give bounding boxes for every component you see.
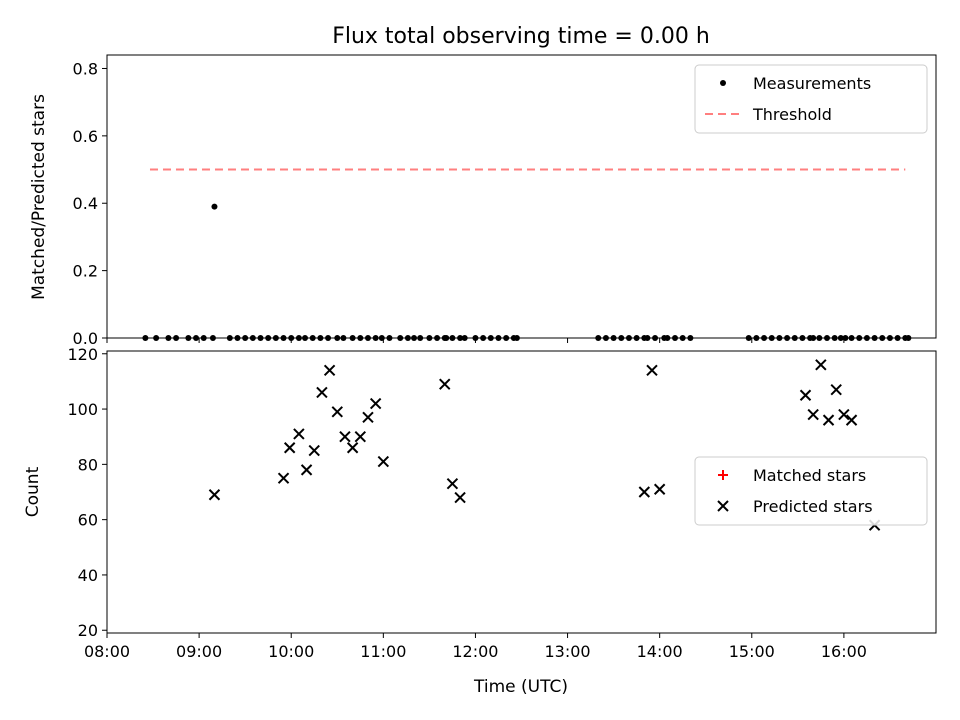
bottom-predicted-point: [283, 442, 296, 454]
bottom-predicted-point: [277, 472, 290, 484]
bottom-predicted-point: [638, 486, 651, 498]
bottom-predicted-point: [838, 408, 850, 421]
bottom-predicted-point: [653, 483, 666, 495]
top-y-tick-label: 0.6: [73, 127, 98, 146]
top-measurement-point: [211, 203, 218, 210]
bottom-legend-label: Matched stars: [753, 466, 866, 485]
bottom-predicted-point: [300, 464, 313, 476]
top-y-tick-label: 0.8: [73, 59, 98, 78]
bottom-predicted-point: [815, 359, 827, 371]
bottom-predicted-point: [454, 491, 466, 504]
bottom-predicted-point: [799, 389, 812, 401]
bottom-predicted-point: [439, 378, 451, 390]
bottom-y-tick-label: 40: [78, 566, 98, 585]
bottom-y-tick-label: 60: [78, 511, 98, 530]
top-chart-title: Flux total observing time = 0.00 h: [332, 24, 710, 49]
bottom-y-tick-label: 100: [67, 400, 98, 419]
bottom-x-tick-label: 13:00: [545, 642, 591, 661]
bottom-predicted-point: [845, 414, 858, 426]
bottom-y-axis-label: Count: [23, 466, 43, 517]
bottom-predicted-point: [331, 406, 343, 418]
bottom-y-tick-label: 80: [78, 455, 98, 474]
top-y-tick-label: 0.4: [73, 194, 98, 213]
top-y-axis-label: Matched/Predicted stars: [29, 94, 49, 300]
bottom-x-tick-label: 09:00: [176, 642, 222, 661]
bottom-legend-box: [694, 456, 928, 526]
bottom-x-tick-label: 12:00: [452, 642, 498, 661]
bottom-y-tick-label: 120: [67, 345, 98, 364]
bottom-axes-frame: [106, 350, 937, 634]
bottom-x-tick-label: 15:00: [729, 642, 775, 661]
bottom-predicted-point: [369, 397, 382, 410]
bottom-predicted-point: [822, 414, 835, 426]
bottom-x-axis-label: Time (UTC): [473, 677, 568, 697]
bottom-legend-plus-swatch: [718, 470, 728, 480]
top-legend-label: Threshold: [752, 105, 832, 124]
bottom-y-tick-label: 20: [78, 621, 98, 640]
bottom-predicted-point: [377, 455, 390, 468]
bottom-predicted-point: [339, 430, 351, 443]
bottom-x-tick-label: 16:00: [821, 642, 867, 661]
top-legend-dot-swatch: [720, 80, 726, 86]
bottom-predicted-point: [208, 489, 221, 501]
top-y-tick-label: 0.2: [73, 262, 98, 281]
bottom-predicted-point: [316, 386, 328, 399]
bottom-predicted-point: [308, 444, 320, 457]
top-y-tick-label: 0.0: [73, 329, 98, 348]
bottom-legend-label: Predicted stars: [753, 497, 873, 516]
bottom-plot-area: 20 40 60 80 100 120 08:00 09:00 10:00 11:00 12:00 1…: [67, 345, 937, 661]
top-axes-frame: [106, 54, 937, 339]
bottom-x-tick-label: 14:00: [637, 642, 683, 661]
top-legend-label: Measurements: [753, 74, 871, 93]
bottom-predicted-point: [293, 428, 305, 440]
bottom-predicted-point: [346, 442, 359, 454]
bottom-predicted-point: [646, 364, 658, 377]
bottom-predicted-point: [323, 364, 336, 377]
top-legend-box: [694, 64, 928, 134]
bottom-legend-x-swatch: [717, 500, 729, 512]
bottom-x-tick-label: 10:00: [268, 642, 314, 661]
bottom-predicted-point: [446, 477, 459, 490]
bottom-x-tick-label: 11:00: [360, 642, 406, 661]
bottom-x-tick-label: 08:00: [84, 642, 130, 661]
bottom-predicted-point: [807, 408, 819, 421]
bottom-predicted-point: [830, 383, 842, 396]
bottom-predicted-point: [362, 411, 374, 424]
top-plot-area: 0.0 0.2 0.4 0.6 0.8 Measurements Threshold: [73, 54, 937, 348]
bottom-predicted-point: [354, 430, 367, 443]
